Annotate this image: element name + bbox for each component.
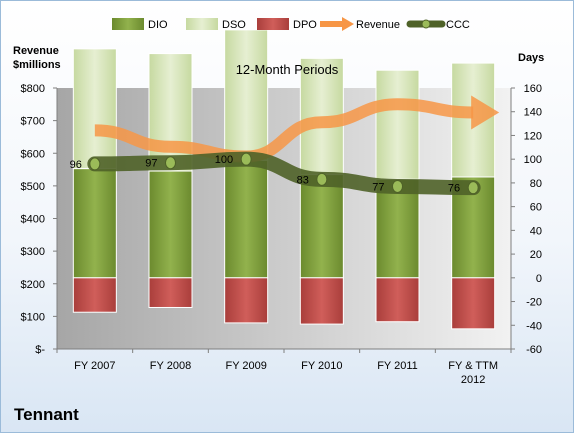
ccc-point — [240, 152, 252, 166]
revenue-arrowhead — [471, 95, 500, 130]
revenue-line — [94, 98, 474, 163]
legend-label-dso: DSO — [222, 19, 246, 31]
dio-bar — [72, 168, 117, 279]
company-name: Tennant — [14, 405, 79, 424]
dpo-bar — [224, 277, 269, 324]
dpo-bar — [299, 277, 344, 325]
x-tick-label: FY 2010 — [301, 360, 342, 372]
left-tick-label: $400 — [21, 214, 45, 226]
chart-title: 12-Month Periods — [235, 62, 339, 77]
legend-swatch-ccc-marker — [421, 19, 431, 29]
dio-bar — [375, 178, 420, 279]
right-tick-label: 80 — [530, 178, 542, 190]
dpo-bar — [375, 277, 420, 323]
right-tick-label: -20 — [526, 297, 542, 309]
right-tick-label: 100 — [524, 154, 542, 166]
ccc-point — [467, 181, 479, 195]
ccc-point — [165, 156, 176, 170]
legend-swatch-dio — [112, 18, 144, 30]
left-tick-label: $300 — [21, 246, 45, 258]
left-tick-label: $700 — [21, 116, 45, 128]
dso-bar — [375, 69, 420, 180]
x-tick-label: 2012 — [461, 374, 485, 386]
left-tick-label: $200 — [21, 279, 45, 291]
left-axis-title: Revenue $millions — [13, 45, 61, 71]
ccc-point — [89, 157, 101, 171]
dpo-bar — [72, 277, 117, 313]
legend-swatch-dpo — [257, 18, 289, 30]
dio-bar — [299, 174, 344, 279]
plot-area — [57, 88, 511, 349]
ccc-point — [316, 172, 328, 186]
dio-bar — [224, 159, 269, 279]
ccc-data-label: 77 — [372, 181, 384, 193]
ccc-line — [87, 151, 481, 196]
right-tick-label: 120 — [524, 130, 542, 142]
left-tick-label: $600 — [21, 148, 45, 160]
x-tick-label: FY 2009 — [225, 360, 266, 372]
right-tick-label: 20 — [530, 249, 542, 261]
legend-label-ccc: CCC — [446, 19, 470, 31]
x-tick-label: FY 2008 — [150, 360, 191, 372]
right-tick-label: -40 — [526, 320, 542, 332]
left-tick-label: $500 — [21, 181, 45, 193]
ccc-point — [392, 179, 403, 193]
right-tick-label: 0 — [536, 273, 542, 285]
legend-label-revenue: Revenue — [356, 19, 400, 31]
right-tick-label: 60 — [530, 202, 542, 214]
right-tick-label: 40 — [530, 225, 542, 237]
ccc-data-label: 76 — [448, 183, 460, 195]
ccc-data-label: 83 — [297, 174, 309, 186]
dpo-bar — [451, 277, 496, 330]
ccc-data-label: 97 — [145, 158, 157, 170]
legend-swatch-revenue-head — [342, 17, 354, 31]
left-tick-label: $- — [35, 344, 45, 356]
legend-swatch-dso — [186, 18, 218, 30]
ccc-data-label: 96 — [70, 159, 82, 171]
dso-bar — [72, 48, 117, 170]
legend-label-dio: DIO — [148, 19, 168, 31]
right-tick-label: -60 — [526, 344, 542, 356]
right-tick-label: 160 — [524, 83, 542, 95]
x-tick-label: FY & TTM — [448, 360, 498, 372]
right-axis-title: Days — [518, 52, 545, 64]
x-tick-label: FY 2011 — [377, 360, 418, 372]
left-tick-label: $800 — [21, 83, 45, 95]
dpo-bar — [148, 277, 193, 308]
dio-bar — [148, 170, 193, 279]
dso-bar — [224, 29, 269, 161]
legend-label-dpo: DPO — [293, 19, 317, 31]
ccc-data-label: 100 — [215, 154, 233, 166]
x-tick-label: FY 2007 — [74, 360, 115, 372]
right-tick-label: 140 — [524, 107, 542, 119]
left-tick-label: $100 — [21, 311, 45, 323]
